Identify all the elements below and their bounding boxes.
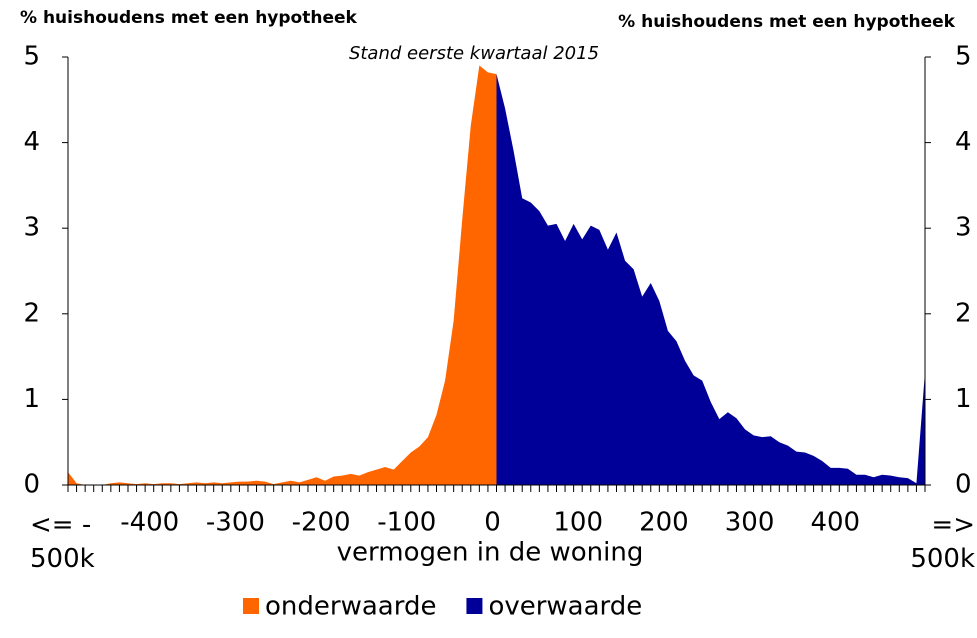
area: [496, 74, 925, 486]
subtitle: Stand eerste kwartaal 2015: [349, 43, 599, 64]
y2-tick-label: 5: [955, 42, 972, 72]
y2-tick-label: 2: [955, 298, 972, 328]
legend-swatch: [466, 598, 483, 614]
x-tick-label: -100: [377, 508, 436, 538]
x-tick-label: 400: [810, 508, 860, 538]
x-tick-label: -300: [206, 508, 265, 538]
x-tick-label: -200: [292, 508, 351, 538]
y2-tick-label: 3: [955, 213, 972, 243]
area: [68, 65, 497, 485]
x-tick-label: 300: [725, 508, 775, 538]
x-tick-label: => 500k: [910, 510, 975, 574]
x-tick-label: 0: [484, 508, 501, 538]
y-tick-label: 1: [23, 384, 40, 414]
legend-swatch: [243, 598, 259, 614]
x-tick-label: <= - 500k: [30, 510, 95, 574]
legend-label: onderwaarde: [265, 592, 436, 622]
x-axis-title: vermogen in de woning: [337, 538, 644, 568]
y-tick-label: 3: [23, 213, 40, 243]
x-tick-label: 100: [553, 508, 603, 538]
y2-axis-title: % huishoudens met een hypotheek: [618, 12, 956, 32]
y-tick-label: 5: [23, 42, 40, 72]
y2-tick-label: 4: [955, 127, 972, 157]
x-tick-label: -400: [120, 508, 179, 538]
y-axis-title: % huishoudens met een hypotheek: [20, 8, 358, 28]
y-tick-label: 2: [23, 298, 40, 328]
y2-tick-label: 0: [955, 470, 972, 500]
y2-tick-label: 1: [955, 384, 972, 414]
y-tick-label: 0: [23, 470, 40, 500]
legend-label: overwaarde: [488, 592, 642, 622]
y-tick-label: 4: [23, 127, 40, 157]
x-tick-label: 200: [639, 508, 689, 538]
